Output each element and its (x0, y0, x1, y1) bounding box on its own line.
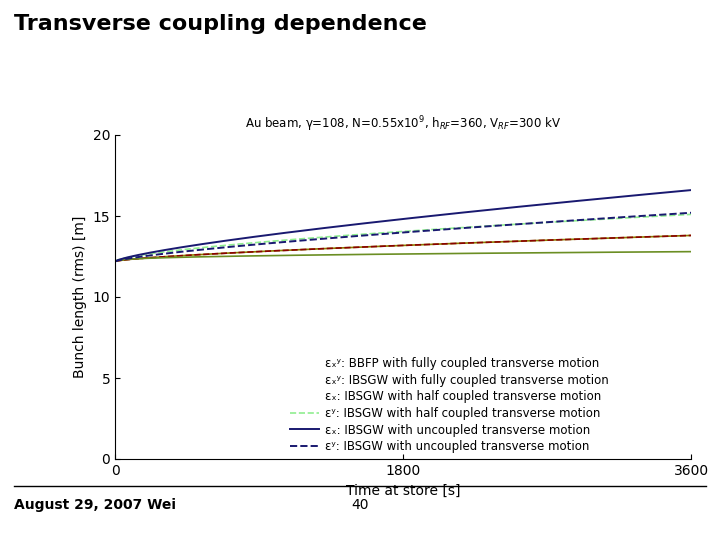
Y-axis label: Bunch length (rms) [m]: Bunch length (rms) [m] (73, 216, 87, 378)
Legend: εₓʸ: BBFP with fully coupled transverse motion, εₓʸ: IBSGW with fully coupled tr: εₓʸ: BBFP with fully coupled transverse … (289, 357, 609, 453)
Title: Au beam, γ=108, N=0.55x10$^{9}$, h$_{RF}$=360, V$_{RF}$=300 kV: Au beam, γ=108, N=0.55x10$^{9}$, h$_{RF}… (245, 114, 562, 134)
X-axis label: Time at store [s]: Time at store [s] (346, 483, 461, 497)
Text: August 29, 2007 Wei: August 29, 2007 Wei (14, 498, 176, 512)
Text: Transverse coupling dependence: Transverse coupling dependence (14, 14, 427, 33)
Text: 40: 40 (351, 498, 369, 512)
